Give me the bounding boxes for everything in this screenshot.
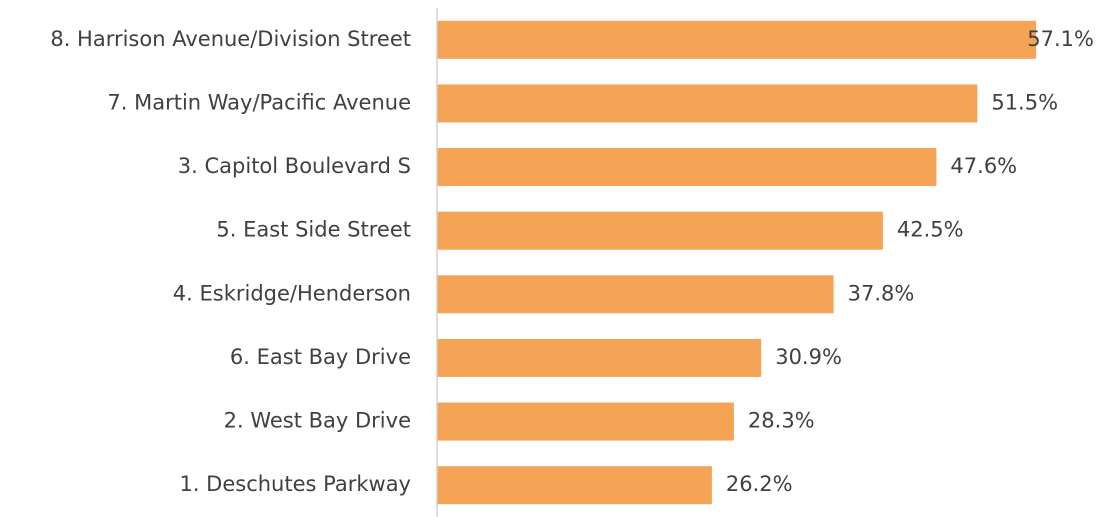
bar [437,148,937,187]
bar [437,20,1037,59]
bar [437,402,734,441]
y-tick-label: 2. West Bay Drive [224,409,411,433]
bar [437,275,834,314]
data-label: 47.6% [950,154,1017,178]
y-tick-label: 5. East Side Street [216,218,411,242]
bar [437,466,712,505]
data-label: 42.5% [897,218,964,242]
bar [437,211,883,250]
data-label: 26.2% [726,472,793,496]
data-label: 30.9% [775,345,842,369]
y-tick-label: 1. Deschutes Parkway [179,472,411,496]
data-label: 37.8% [848,281,915,305]
bar [437,338,762,377]
data-label: 51.5% [991,90,1058,114]
y-tick-label: 3. Capitol Boulevard S [178,154,411,178]
data-label: 57.1% [1027,27,1094,51]
data-label: 28.3% [748,409,815,433]
y-tick-label: 4. Eskridge/Henderson [173,281,411,305]
bar [437,84,978,123]
y-tick-label: 8. Harrison Avenue/Division Street [50,27,411,51]
y-tick-label: 6. East Bay Drive [230,345,411,369]
y-tick-label: 7. Martin Way/Pacific Avenue [107,90,411,114]
